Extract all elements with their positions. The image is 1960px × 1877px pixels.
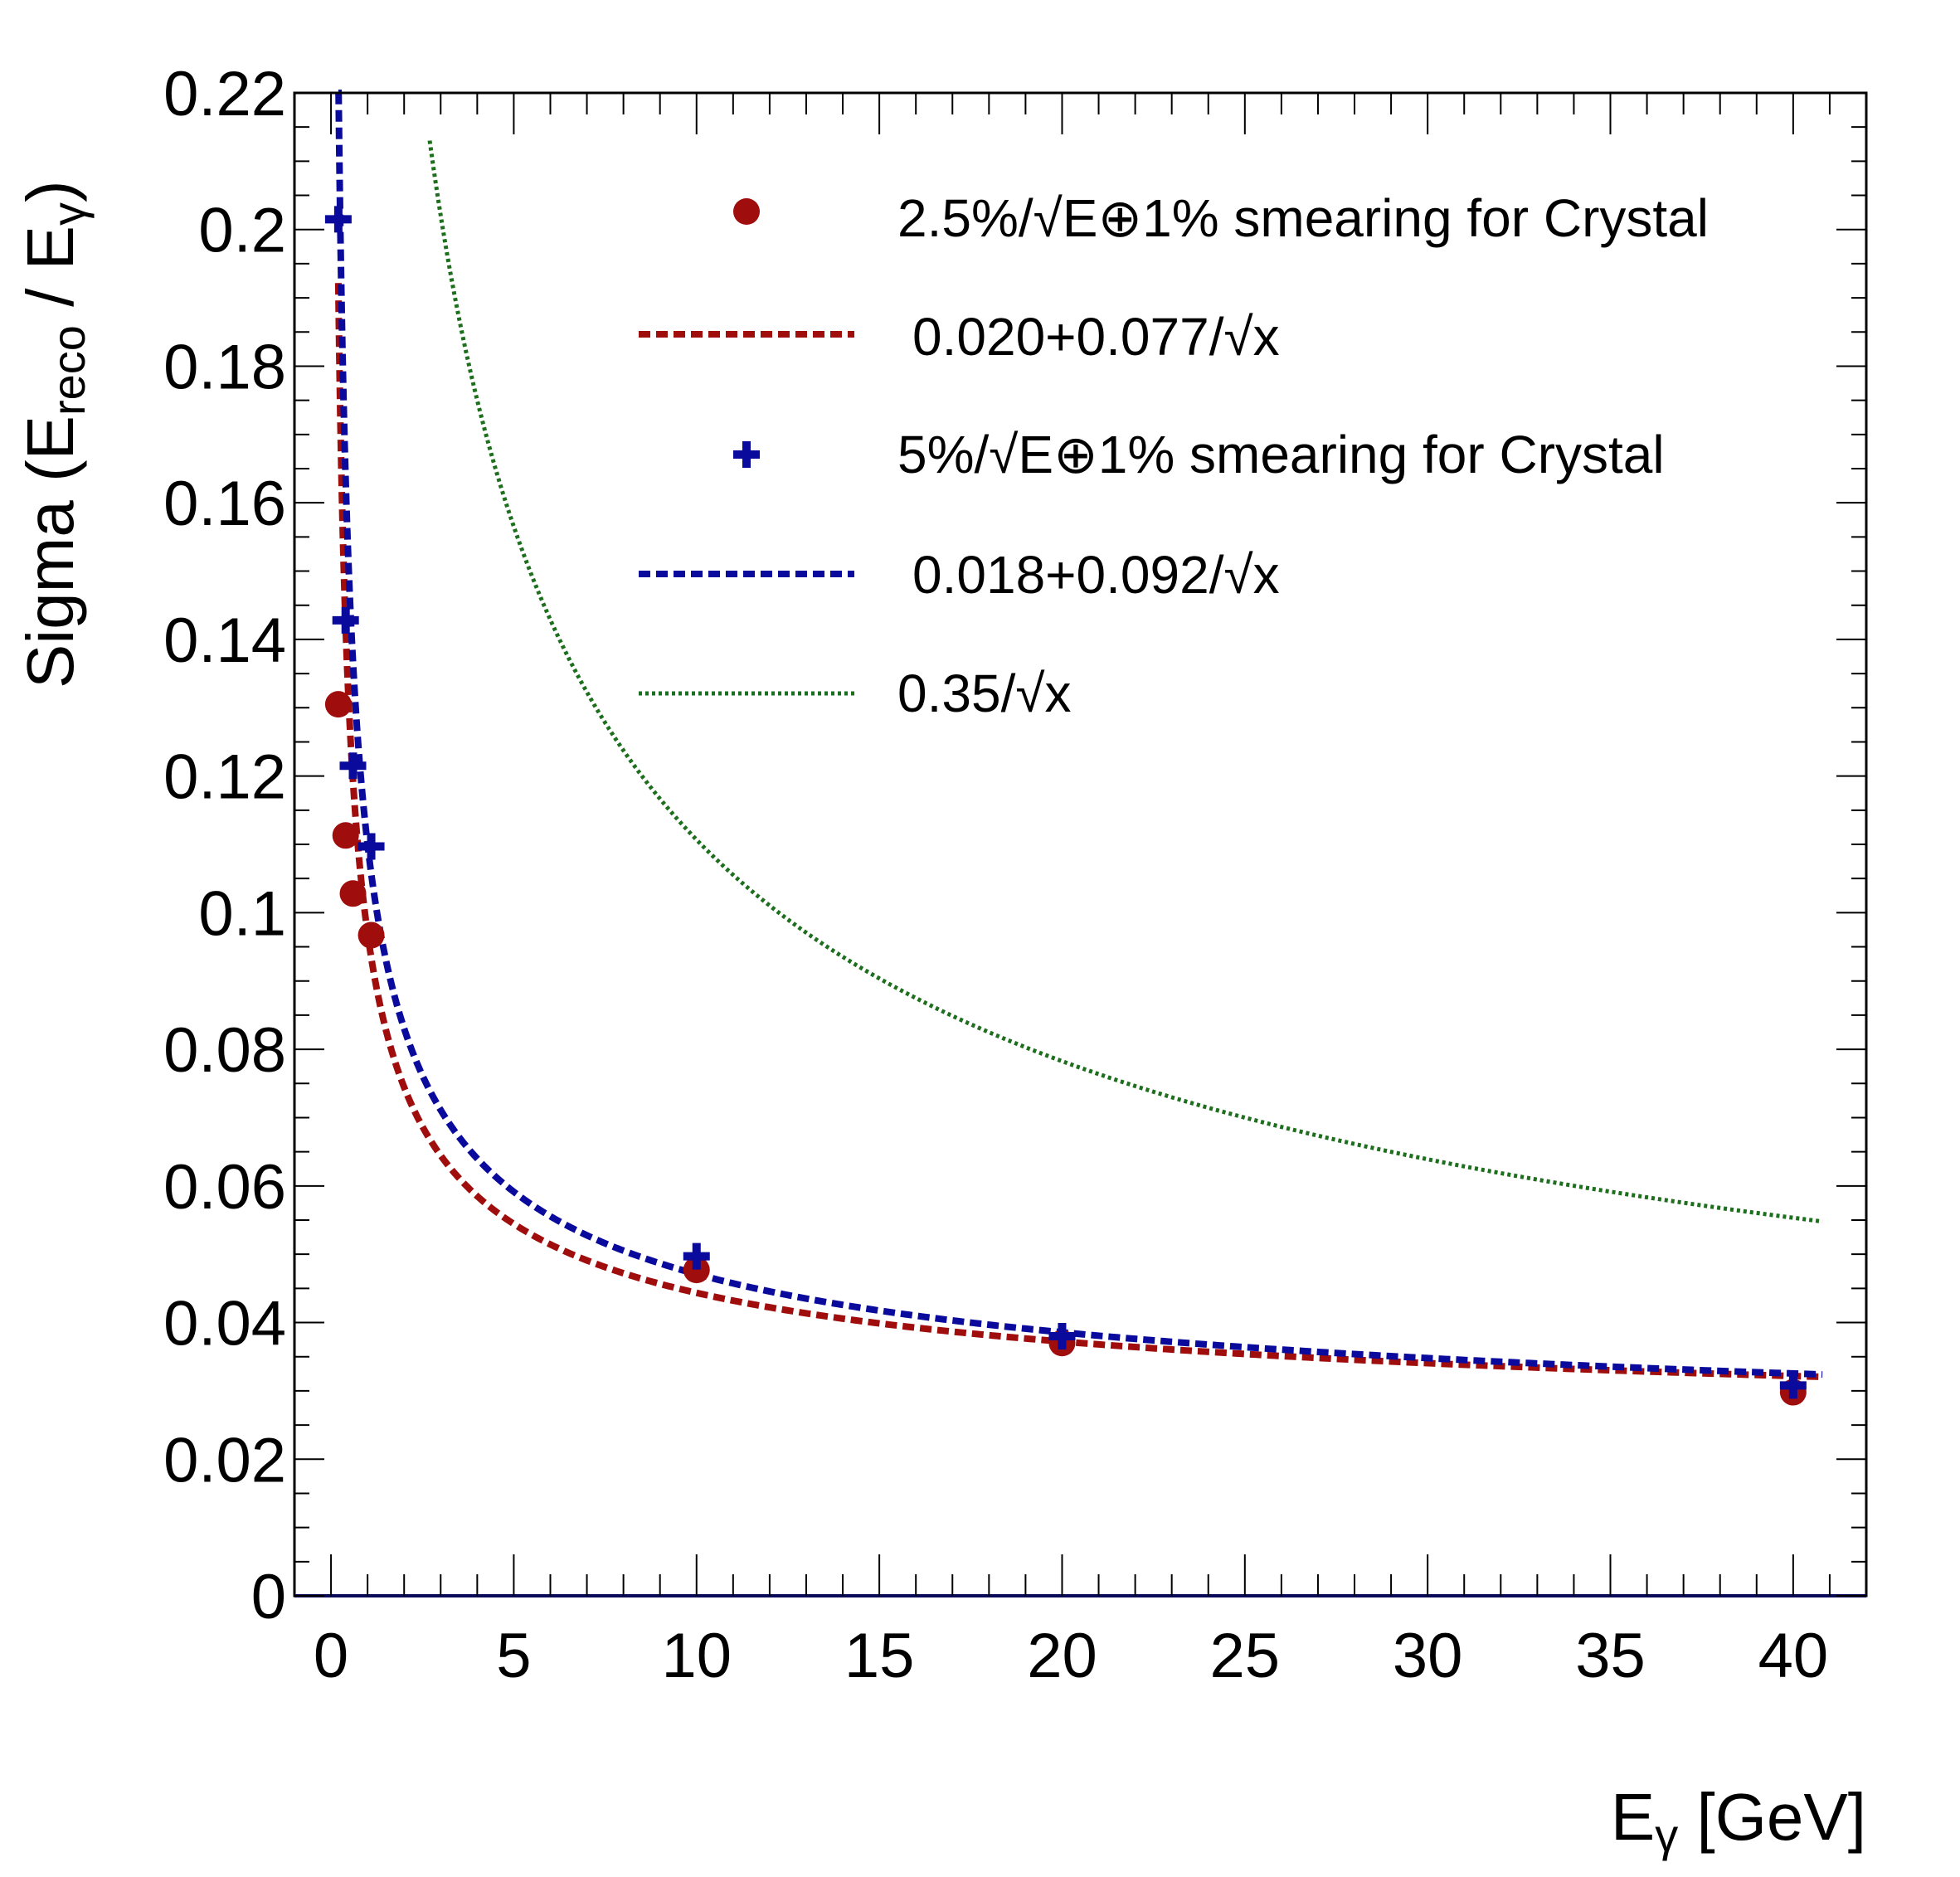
x-tick-label-1: 5	[496, 1621, 531, 1691]
axis-ticks	[294, 92, 1867, 1597]
x-tick-label-0: 0	[314, 1621, 348, 1691]
y-tick-label-5: 0.1	[198, 878, 286, 949]
curve-series-1	[334, 283, 1823, 1380]
y-tick-label-7: 0.14	[163, 605, 286, 676]
x-tick-label-5: 25	[1210, 1621, 1281, 1691]
data-point-s2-5	[1048, 1323, 1076, 1350]
y-tick-label-1: 0.02	[163, 1425, 286, 1495]
y-axis-title: Sigma (Ereco / Eγ)	[13, 180, 95, 688]
legend-symbol-crystal-2p5	[733, 198, 760, 225]
x-tick-label-7: 35	[1575, 1621, 1646, 1691]
x-tick-label-2: 10	[661, 1621, 732, 1691]
y-tick-label-10: 0.2	[198, 196, 286, 266]
y-tick-label-0: 0	[251, 1562, 286, 1632]
data-point-s2-0	[324, 206, 352, 233]
x-axis-title: Eγ [GeV]	[1611, 1780, 1866, 1861]
data-point-s2-1	[332, 606, 359, 634]
data-point-s0-1	[332, 822, 359, 849]
y-tick-label-4: 0.08	[163, 1015, 286, 1086]
data-point-s2-3	[357, 833, 385, 860]
y-tick-label-11: 0.22	[163, 59, 286, 129]
data-point-s0-3	[357, 921, 385, 949]
x-tick-label-8: 40	[1758, 1621, 1829, 1691]
x-tick-label-3: 15	[844, 1621, 915, 1691]
data-point-s0-2	[339, 880, 367, 907]
legend-label-crystal-2p5: 2.5%/√E⊕1% smearing for Crystal	[897, 188, 1709, 248]
legend-symbol-crystal-5	[733, 441, 760, 468]
legend-label-reference-green: 0.35/√x	[897, 664, 1071, 723]
x-tick-label-6: 30	[1393, 1621, 1463, 1691]
axis-tick-labels: 0 0.02 0.04 0.06 0.08 0.1 0.12 0.14 0.16 0.18 0.2 0…	[163, 59, 1828, 1691]
data-point-s0-0	[324, 691, 352, 718]
data-point-s2-2	[339, 752, 367, 780]
y-tick-label-3: 0.06	[163, 1152, 286, 1223]
data-point-s2-6	[1779, 1372, 1807, 1399]
x-tick-label-4: 20	[1027, 1621, 1097, 1691]
y-tick-label-2: 0.04	[163, 1289, 286, 1359]
legend-label-fit-red: 0.020+0.077/√x	[912, 307, 1280, 367]
y-tick-label-6: 0.12	[163, 742, 286, 813]
legend-marker-circle	[733, 198, 760, 225]
legend-label-crystal-5: 5%/√E⊕1% smearing for Crystal	[897, 425, 1665, 484]
data-point-s0-4	[683, 1257, 710, 1284]
curve-series-4	[427, 140, 1823, 1224]
y-tick-label-8: 0.16	[163, 469, 286, 539]
legend-marker-cross	[733, 441, 760, 468]
data-point-s2-4	[683, 1242, 710, 1270]
y-tick-label-9: 0.18	[163, 332, 286, 402]
marker-layer	[324, 206, 1807, 1406]
legend: 2.5%/√E⊕1% smearing for Crystal 0.020+0.…	[639, 188, 1709, 723]
legend-label-fit-blue: 0.018+0.092/√x	[912, 545, 1280, 605]
